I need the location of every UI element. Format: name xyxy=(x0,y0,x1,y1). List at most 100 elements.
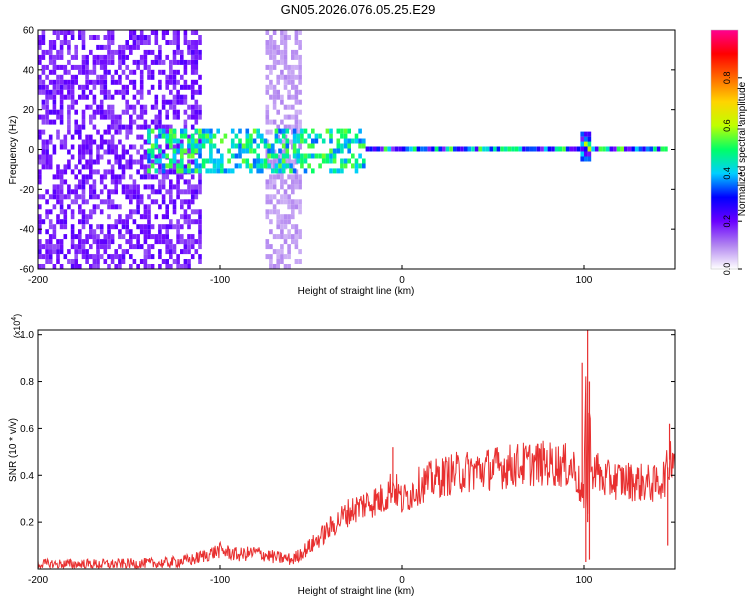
heatmap-cell xyxy=(67,124,71,130)
heatmap-cell xyxy=(158,79,162,85)
heatmap-cell xyxy=(41,104,46,110)
heatmap-cell xyxy=(147,128,151,134)
heatmap-cell xyxy=(121,249,126,255)
heatmap-cell xyxy=(110,54,115,60)
heatmap-cell xyxy=(298,109,302,115)
heatmap-cell xyxy=(48,239,53,245)
heatmap-cell xyxy=(287,234,291,240)
heatmap-cell xyxy=(269,69,273,75)
heatmap-cell xyxy=(110,234,115,240)
heatmap-cell xyxy=(110,134,115,140)
heatmap-cell xyxy=(169,104,173,110)
heatmap-cell xyxy=(158,119,162,125)
heatmap-cell xyxy=(172,69,177,75)
y-tick-label: 0.2 xyxy=(20,518,34,529)
heatmap-cell xyxy=(269,119,273,125)
heatmap-cell xyxy=(180,189,184,195)
heatmap-cell xyxy=(180,163,184,169)
heatmap-cell xyxy=(107,224,111,230)
heatmap-cell xyxy=(394,146,399,152)
heatmap-cell xyxy=(143,139,148,145)
heatmap-cell xyxy=(256,158,260,164)
heatmap-cell xyxy=(474,146,479,152)
heatmap-cell xyxy=(96,149,100,155)
heatmap-cell xyxy=(291,239,295,245)
heatmap-cell xyxy=(280,234,284,240)
heatmap-cell xyxy=(493,146,497,152)
heatmap-cell xyxy=(96,254,100,260)
heatmap-cell xyxy=(150,49,155,55)
heatmap-cell xyxy=(147,133,151,139)
heatmap-cell xyxy=(190,64,195,70)
heatmap-cell xyxy=(154,30,159,35)
heatmap-cell xyxy=(147,124,151,130)
heatmap-cell xyxy=(125,184,129,190)
heatmap-cell xyxy=(150,74,155,80)
heatmap-cell xyxy=(187,179,191,185)
heatmap-cell xyxy=(291,204,295,210)
heatmap-cell xyxy=(56,109,60,115)
heatmap-cell xyxy=(190,40,195,45)
heatmap-cell xyxy=(81,174,86,180)
heatmap-cell xyxy=(85,79,89,85)
heatmap-cell xyxy=(81,214,86,220)
heatmap-cell xyxy=(272,99,277,105)
heatmap-cell xyxy=(307,163,311,169)
heatmap-cell xyxy=(78,124,82,130)
heatmap-cell xyxy=(59,264,64,269)
heatmap-cell xyxy=(256,168,260,174)
heatmap-cell xyxy=(67,119,71,125)
heatmap-cell xyxy=(74,49,78,55)
heatmap-cell xyxy=(198,84,202,90)
heatmap-cell xyxy=(234,153,239,159)
heatmap-cell xyxy=(653,146,657,152)
heatmap-cell xyxy=(92,229,97,235)
heatmap-cell xyxy=(114,79,118,85)
heatmap-cell xyxy=(154,214,159,220)
heatmap-cell xyxy=(107,30,111,35)
heatmap-cell xyxy=(45,249,49,255)
heatmap-cell xyxy=(59,114,64,120)
heatmap-cell xyxy=(74,184,78,190)
heatmap-cell xyxy=(194,158,199,164)
heatmap-cell xyxy=(121,184,126,190)
heatmap-cell xyxy=(67,259,71,264)
heatmap-cell xyxy=(280,244,284,250)
heatmap-cell xyxy=(300,163,304,169)
heatmap-cell xyxy=(70,74,75,80)
heatmap-cell xyxy=(114,174,118,180)
y-tick-label: 20 xyxy=(23,105,35,116)
heatmap-cell xyxy=(263,158,268,164)
heatmap-cell xyxy=(85,59,89,65)
heatmap-cell xyxy=(63,139,68,145)
heatmap-cell xyxy=(129,264,133,269)
heatmap-cell xyxy=(269,194,273,200)
heatmap-cell xyxy=(139,159,144,165)
heatmap-cell xyxy=(294,35,299,40)
heatmap-cell xyxy=(190,148,195,154)
heatmap-cell xyxy=(92,179,97,185)
heatmap-cell xyxy=(81,64,86,70)
heatmap-cell xyxy=(664,146,668,152)
heatmap-cell xyxy=(187,219,191,225)
heatmap-cell xyxy=(89,214,93,220)
heatmap-cell xyxy=(245,133,250,139)
heatmap-cell xyxy=(74,264,78,269)
snr-scale-label: (x104) xyxy=(11,314,22,338)
heatmap-cell xyxy=(45,139,49,145)
heatmap-cell xyxy=(584,136,588,142)
heatmap-cell xyxy=(52,54,57,60)
heatmap-cell xyxy=(92,59,97,65)
heatmap-cell xyxy=(99,254,104,260)
heatmap-cell xyxy=(139,40,144,45)
heatmap-cell xyxy=(172,158,177,164)
heatmap-cell xyxy=(340,158,344,164)
heatmap-cell xyxy=(281,128,286,134)
heatmap-cell xyxy=(48,234,53,240)
heatmap-cell xyxy=(139,199,144,205)
heatmap-cell xyxy=(38,204,42,210)
heatmap-cell xyxy=(96,59,100,65)
heatmap-cell xyxy=(48,44,53,50)
heatmap-cell xyxy=(38,254,42,260)
heatmap-cell xyxy=(99,54,104,60)
